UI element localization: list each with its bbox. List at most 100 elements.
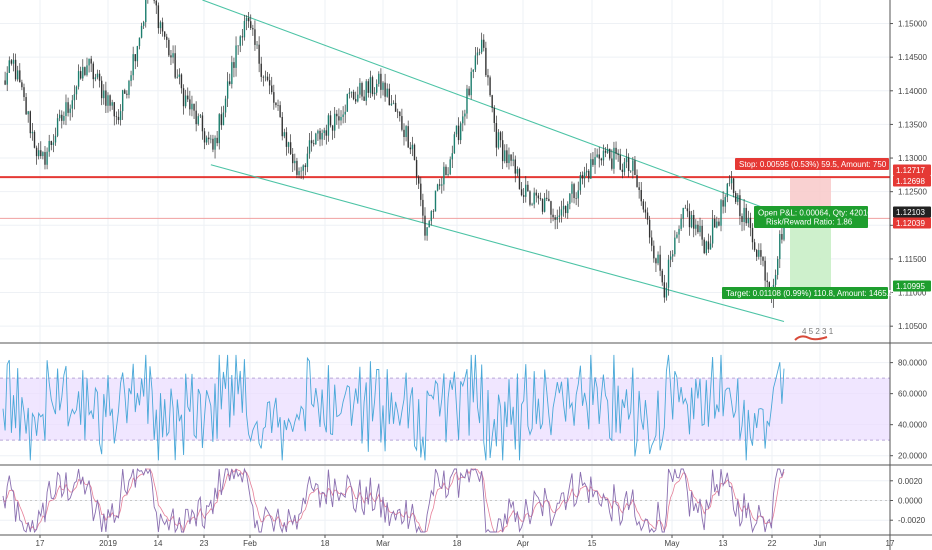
candle-body [199, 115, 202, 117]
channel-upper-line [202, 0, 785, 216]
candle-body [556, 216, 558, 220]
candle-body [61, 114, 63, 121]
candle-body [21, 82, 23, 88]
candle-body [672, 254, 674, 257]
channel-lower-line [210, 164, 785, 323]
candle-body [277, 105, 279, 106]
candle-body [703, 239, 705, 254]
candle-body [178, 74, 181, 77]
candle-body [376, 83, 378, 93]
candle-body [764, 260, 766, 281]
candle-body [634, 160, 636, 176]
candle-body [441, 184, 443, 186]
candle-body [728, 183, 731, 184]
candle-body [480, 39, 483, 53]
candle-body [606, 148, 609, 153]
trend-channel[interactable] [202, 0, 785, 323]
candle-body [399, 111, 401, 117]
y-tick-label: 1.12500 [898, 188, 927, 197]
candle-body [63, 116, 65, 121]
candle-body [264, 76, 267, 78]
candle-body [543, 197, 546, 212]
candle-body [189, 99, 191, 110]
candle-body [508, 154, 510, 164]
candle-body [210, 138, 212, 140]
candle-body [636, 175, 638, 188]
candle-body [674, 237, 676, 255]
candle-body [105, 90, 107, 106]
candle-body [262, 76, 265, 78]
candle-body [294, 160, 296, 164]
candle-body [426, 227, 428, 236]
candle-body [583, 172, 586, 179]
candle-body [16, 70, 19, 80]
candle-body [749, 217, 752, 228]
candle-body [552, 214, 554, 218]
candle-body [611, 158, 613, 169]
candle-body [478, 52, 481, 53]
candle-body [485, 47, 487, 76]
candle-body [548, 198, 550, 202]
candle-body [701, 225, 703, 240]
position-tool[interactable] [790, 178, 831, 293]
candle-body [134, 54, 136, 62]
candle-body [604, 150, 607, 153]
candle-body [35, 147, 38, 157]
candle-body [344, 111, 346, 115]
candle-body [69, 108, 71, 113]
candle-body [142, 22, 145, 26]
candle-body [208, 137, 210, 140]
candle-body [386, 88, 388, 97]
x-tick-label: Feb [243, 539, 257, 548]
candle-body [159, 22, 162, 29]
candle-body [224, 98, 227, 113]
candle-body [92, 63, 94, 80]
candle-body [220, 114, 223, 126]
candle-body [695, 224, 697, 229]
candle-body [10, 60, 13, 64]
x-tick-label: 17 [886, 539, 895, 548]
candle-body [756, 250, 758, 257]
candle-body [638, 187, 640, 190]
x-tick-label: 2019 [99, 539, 117, 548]
candle-body [535, 192, 537, 196]
candle-body [359, 83, 361, 95]
candle-body [23, 87, 25, 98]
position-labels[interactable]: Stop: 0.00595 (0.53%) 59.5, Amount: 750 … [722, 158, 898, 299]
candle-body [79, 71, 82, 79]
candle-body [571, 184, 573, 194]
candle-body [308, 140, 311, 154]
candle-body [334, 113, 336, 131]
candle-body [743, 207, 745, 222]
candle-body [75, 86, 78, 95]
candle-body [180, 74, 183, 89]
candle-body [447, 174, 449, 175]
candle-body [157, 5, 160, 29]
candle-body [560, 209, 563, 216]
candle-body [579, 174, 582, 191]
candle-body [617, 153, 619, 156]
candle-body [394, 102, 397, 112]
candle-body [783, 218, 785, 240]
candle-body [539, 198, 542, 199]
candle-body [48, 140, 50, 152]
candle-body [436, 184, 439, 191]
candle-body [497, 132, 500, 148]
candle-body [184, 95, 187, 107]
stop-label-box [735, 158, 889, 170]
candle-body [346, 93, 349, 112]
logo-icon [794, 335, 828, 341]
candle-body [609, 148, 611, 159]
candle-body [19, 70, 21, 83]
candle-body [417, 176, 420, 184]
x-tick-label: 15 [588, 539, 597, 548]
candle-body [472, 69, 474, 72]
candle-body [82, 67, 84, 79]
candle-body [287, 142, 290, 147]
candle-body [350, 91, 353, 93]
candle-body [623, 162, 626, 172]
candle-body [44, 152, 46, 165]
candle-body [774, 274, 777, 285]
price-tag-label-stop-price: 1.12717 [896, 166, 925, 175]
